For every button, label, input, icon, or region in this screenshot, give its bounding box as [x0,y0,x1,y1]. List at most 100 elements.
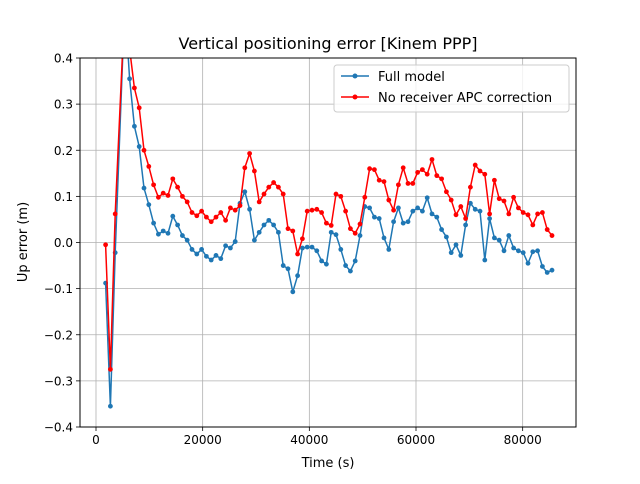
data-point [381,179,387,185]
series-0 [103,58,555,409]
data-point [482,257,488,263]
data-point [295,273,300,279]
data-point [410,208,416,214]
data-point [434,214,440,220]
data-point [530,222,536,228]
legend-box [333,64,570,113]
data-point [530,249,536,255]
data-point [151,220,157,226]
data-point [252,237,257,243]
data-point [516,248,521,254]
data-point [444,189,449,195]
data-point [458,253,464,258]
x-tick-label: 20000 [184,433,222,447]
data-point [410,181,416,186]
data-point [271,180,276,185]
legend: Full model No receiver APC correction [333,64,570,113]
data-point [511,194,516,200]
data-point [429,157,435,162]
data-point [218,256,224,262]
data-point [338,247,344,252]
data-point [362,194,368,200]
data-point [525,212,531,218]
data-point [141,185,147,191]
data-point [304,208,310,214]
data-point [141,147,147,153]
data-point [156,231,161,237]
chart-title: Vertical positioning error [Kinem PPP] [178,34,477,53]
data-point [405,181,411,186]
y-tick-label: 0.2 [54,144,73,158]
data-point [420,167,425,173]
data-point [136,144,142,149]
data-point [208,219,214,225]
data-point [477,208,483,214]
series-layer [103,58,555,409]
data-point [367,205,372,211]
data-point [184,237,190,243]
data-point [324,220,329,226]
data-point [180,233,185,238]
data-point [420,208,425,214]
data-point [506,211,512,217]
data-point [189,247,195,252]
x-tick-label: 60000 [397,433,435,447]
data-point [132,123,137,129]
x-tick-label: 80000 [504,433,542,447]
data-point [127,76,132,82]
data-point [376,216,382,221]
data-point [501,248,507,254]
data-point [204,253,209,259]
data-point [468,200,473,206]
data-point [314,206,320,212]
series-1 [103,58,555,372]
data-point [319,210,324,215]
data-point [256,229,262,235]
data-point [280,191,286,197]
data-point [424,171,430,177]
data-point [439,176,444,182]
y-tick-label: −0.1 [44,282,73,296]
data-point [496,196,502,202]
data-point [208,257,214,263]
data-point [458,204,464,209]
data-point [506,233,512,238]
data-point [276,184,281,190]
data-point [194,213,200,219]
data-point [386,197,392,203]
data-point [252,168,257,174]
data-point [400,165,406,171]
x-axis-label: Time (s) [301,456,355,471]
data-point [434,173,440,179]
data-point [309,244,315,250]
data-point [525,260,531,266]
data-point [544,227,550,232]
data-point [160,228,166,234]
data-point [540,264,545,269]
data-point [372,214,377,220]
data-point [290,228,296,234]
y-axis-ticks: −0.4 −0.3 −0.2 −0.1 0.0 0.1 0.2 0.3 0.4 [44,52,80,435]
data-point [314,248,320,254]
data-point [501,198,507,204]
legend-label-full-model: Full model [378,70,445,85]
data-point [544,270,550,275]
data-point [151,182,157,188]
data-point [352,258,358,264]
data-point [516,205,521,211]
data-point [256,199,262,205]
data-point [175,222,181,228]
data-point [184,199,190,205]
data-point [285,266,291,272]
data-point [386,247,392,252]
data-point [396,205,401,211]
data-point [492,177,497,183]
y-axis-label: Up error (m) [16,202,31,282]
data-point [266,184,272,190]
data-point [165,193,171,198]
data-point [285,226,291,232]
data-point [549,233,555,238]
data-point [237,203,243,209]
data-point [439,227,444,232]
x-tick-label: 40000 [290,433,328,447]
